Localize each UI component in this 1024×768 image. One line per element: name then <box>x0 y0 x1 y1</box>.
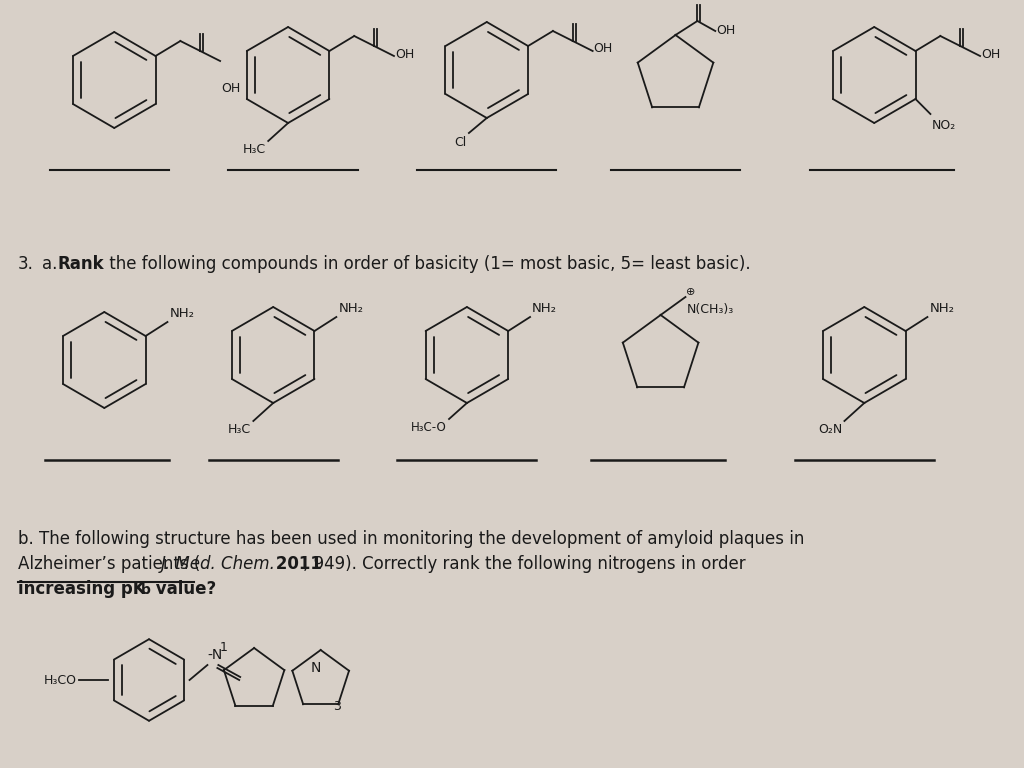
Text: N: N <box>310 661 321 675</box>
Text: OH: OH <box>716 25 735 38</box>
Text: b. The following structure has been used in monitoring the development of amyloi: b. The following structure has been used… <box>17 530 804 548</box>
Text: J. Med. Chem.: J. Med. Chem. <box>161 555 275 573</box>
Text: H₃C: H₃C <box>243 143 266 156</box>
Text: Alzheimer’s patients (: Alzheimer’s patients ( <box>17 555 200 573</box>
Text: the following compounds in order of basicity (1= most basic, 5= least basic).: the following compounds in order of basi… <box>104 255 751 273</box>
Text: b: b <box>141 583 151 597</box>
Text: increasing pK: increasing pK <box>17 580 145 598</box>
Text: OH: OH <box>981 48 1000 61</box>
Text: 2011: 2011 <box>270 555 323 573</box>
Text: OH: OH <box>594 42 613 55</box>
Text: OH: OH <box>221 81 241 94</box>
Text: Cl: Cl <box>455 136 467 149</box>
Text: NH₂: NH₂ <box>532 302 557 315</box>
Text: 3: 3 <box>333 700 340 713</box>
Text: N(CH₃)₃: N(CH₃)₃ <box>686 303 734 316</box>
Text: OH: OH <box>395 48 415 61</box>
Text: ⊕: ⊕ <box>686 287 696 297</box>
Text: H₃C: H₃C <box>228 423 251 436</box>
Text: 1: 1 <box>219 641 227 654</box>
Text: O₂N: O₂N <box>818 423 843 436</box>
Text: H₃CO: H₃CO <box>44 674 77 687</box>
Text: a.: a. <box>42 255 62 273</box>
Text: 3.: 3. <box>17 255 34 273</box>
Text: NH₂: NH₂ <box>338 302 364 315</box>
Text: value?: value? <box>150 580 216 598</box>
Text: H₃C-O: H₃C-O <box>412 421 447 434</box>
Text: NH₂: NH₂ <box>169 307 195 320</box>
Text: NH₂: NH₂ <box>930 302 954 315</box>
Text: Rank: Rank <box>57 255 104 273</box>
Text: -N: -N <box>208 648 222 662</box>
Text: NO₂: NO₂ <box>932 119 955 132</box>
Text: , 949). Correctly rank the following nitrogens in order: , 949). Correctly rank the following nit… <box>303 555 745 573</box>
